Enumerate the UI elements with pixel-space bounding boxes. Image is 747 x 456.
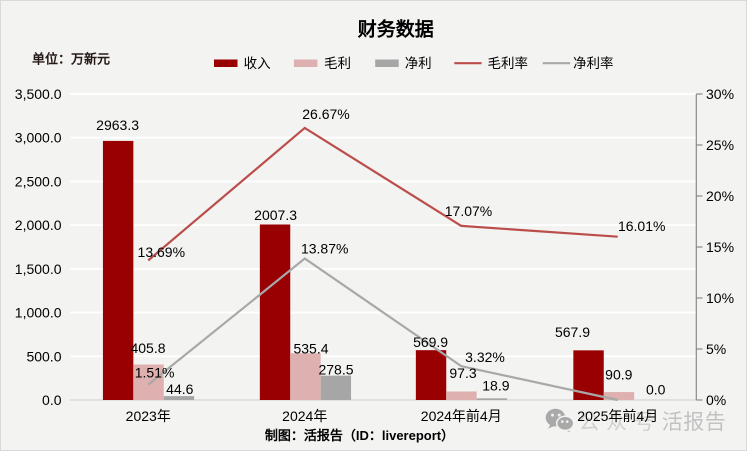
svg-text:17.07%: 17.07% xyxy=(445,203,492,219)
svg-text:15%: 15% xyxy=(706,239,734,255)
svg-text:10%: 10% xyxy=(706,290,734,306)
svg-text:25%: 25% xyxy=(706,137,734,153)
svg-text:收入: 收入 xyxy=(244,56,271,71)
svg-text:净利: 净利 xyxy=(405,56,432,71)
svg-text:2024年: 2024年 xyxy=(282,408,327,424)
svg-text:0.0: 0.0 xyxy=(42,392,62,408)
svg-text:2023年: 2023年 xyxy=(126,408,171,424)
svg-text:毛利: 毛利 xyxy=(324,56,351,71)
svg-text:2963.3: 2963.3 xyxy=(96,117,139,133)
svg-text:90.9: 90.9 xyxy=(605,366,632,382)
svg-text:2024年前4月: 2024年前4月 xyxy=(421,408,502,424)
svg-text:2007.3: 2007.3 xyxy=(254,207,297,223)
svg-text:2025年前4月: 2025年前4月 xyxy=(577,408,658,424)
svg-text:13.87%: 13.87% xyxy=(301,240,348,256)
svg-text:278.5: 278.5 xyxy=(318,362,353,378)
svg-text:16.01%: 16.01% xyxy=(618,218,665,234)
svg-text:18.9: 18.9 xyxy=(482,377,509,393)
svg-text:405.8: 405.8 xyxy=(130,340,165,356)
svg-text:30%: 30% xyxy=(706,86,734,102)
svg-text:公众号: 公众号 xyxy=(579,411,662,434)
svg-text:单位：万新元: 单位：万新元 xyxy=(32,52,110,67)
svg-text:20%: 20% xyxy=(706,188,734,204)
svg-text:制图：活报告（ID：livereport）: 制图：活报告（ID：livereport） xyxy=(265,428,454,443)
svg-text:2,500.0: 2,500.0 xyxy=(15,173,62,189)
svg-text:1,000.0: 1,000.0 xyxy=(15,305,62,321)
svg-text:97.3: 97.3 xyxy=(449,365,476,381)
svg-text:535.4: 535.4 xyxy=(293,341,328,357)
svg-text:毛利率: 毛利率 xyxy=(488,55,529,71)
svg-text:0.0: 0.0 xyxy=(646,381,666,397)
svg-text:500.0: 500.0 xyxy=(26,348,61,364)
svg-text:净利率: 净利率 xyxy=(573,55,614,71)
svg-text:1.51%: 1.51% xyxy=(135,365,175,381)
svg-text:3.32%: 3.32% xyxy=(465,349,505,365)
svg-text:567.9: 567.9 xyxy=(555,324,590,340)
svg-text:2,000.0: 2,000.0 xyxy=(15,217,62,233)
svg-text:13.69%: 13.69% xyxy=(138,244,185,260)
svg-text:44.6: 44.6 xyxy=(166,381,193,397)
svg-text:活报告: 活报告 xyxy=(662,411,727,434)
svg-text:3,500.0: 3,500.0 xyxy=(15,86,62,102)
svg-text:569.9: 569.9 xyxy=(413,334,448,350)
svg-text:0%: 0% xyxy=(706,392,726,408)
svg-text:财务数据: 财务数据 xyxy=(358,18,434,41)
svg-text:26.67%: 26.67% xyxy=(302,106,349,122)
svg-text:5%: 5% xyxy=(706,341,726,357)
svg-text:3,000.0: 3,000.0 xyxy=(15,130,62,146)
svg-text:1,500.0: 1,500.0 xyxy=(15,261,62,277)
